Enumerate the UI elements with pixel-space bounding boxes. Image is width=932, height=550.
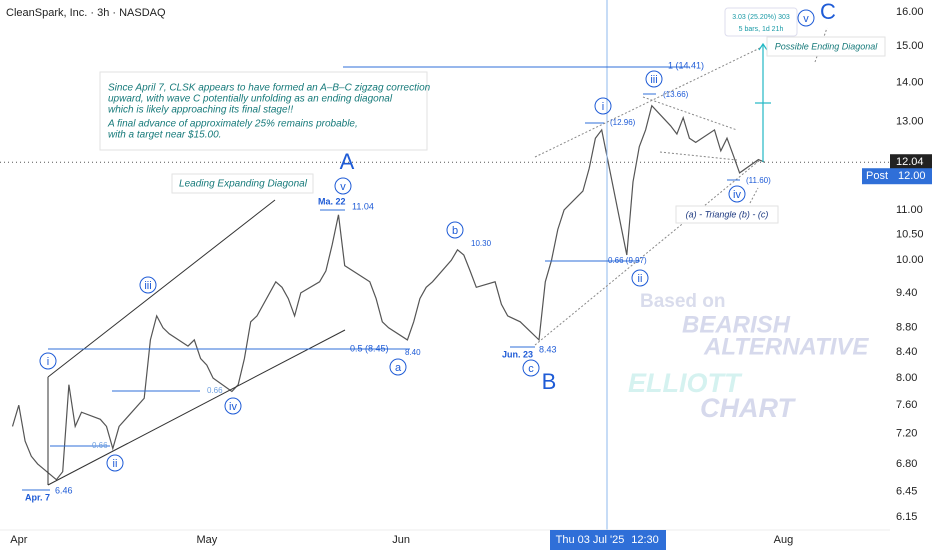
label: Leading Expanding Diagonal <box>179 179 308 190</box>
label-box <box>766 36 886 57</box>
y-tick-label: 7.20 <box>896 428 917 440</box>
y-tick-label: 8.40 <box>896 346 917 358</box>
y-tick-label: 15.00 <box>896 40 924 52</box>
wave-label: iv <box>733 189 741 201</box>
level-label: Jun. 23 <box>502 349 533 359</box>
watermark: CHART <box>700 393 797 423</box>
y-tick-label: 10.00 <box>896 254 924 266</box>
level-label: 0.66 <box>207 386 223 395</box>
post-price: 12.00 <box>898 170 926 182</box>
label: (a) - Triangle (b) - (c) <box>686 209 769 219</box>
crosshair-time: 12:30 <box>631 534 659 546</box>
note-line: upward, with wave C potentially unfoldin… <box>108 94 393 105</box>
y-tick-label: 6.80 <box>896 458 917 470</box>
watermark: Based on <box>640 291 726 312</box>
note-line: which is likely approaching its final st… <box>108 105 293 116</box>
note-box <box>99 71 428 151</box>
y-tick-label: 6.15 <box>896 511 917 523</box>
level-label: Ma. 22 <box>318 196 346 206</box>
x-tick-label: Apr <box>10 534 27 546</box>
crosshair-box <box>550 530 666 550</box>
wave-circles <box>39 9 815 472</box>
wave-label: iii <box>144 280 151 292</box>
channels <box>47 199 346 486</box>
wave-label: iv <box>229 401 237 413</box>
level-label: 0.66 (9.97) <box>608 256 647 265</box>
wave-label: b <box>452 225 458 237</box>
level-label: 8.40 <box>405 348 421 357</box>
y-tick-label: 11.00 <box>896 204 923 216</box>
watermark: ELLIOTT <box>628 368 743 398</box>
level-label: (12.96) <box>610 118 636 127</box>
watermark: BEARISH <box>682 311 791 338</box>
y-tick-label: 9.40 <box>896 287 917 299</box>
measure-label: 5 bars, 1d 21h <box>739 26 784 33</box>
major-wave: C <box>820 0 836 24</box>
wave-label: i <box>602 101 604 113</box>
watermark: ALTERNATIVE <box>703 333 869 360</box>
note-line: with a target near $15.00. <box>108 130 221 141</box>
x-tick-label: Aug <box>774 534 794 546</box>
ending-diagonal <box>534 27 828 346</box>
level-label: (11.60) <box>746 176 771 185</box>
level-label: (13.66) <box>663 90 689 99</box>
y-tick-label: 14.00 <box>896 76 924 88</box>
level-label: 0.5 (8.45) <box>350 343 389 353</box>
wave-label: c <box>528 363 534 375</box>
wave-label: a <box>395 362 402 374</box>
plot-area <box>0 104 890 481</box>
y-tick-label: 10.50 <box>896 228 924 240</box>
level-label: 11.04 <box>352 201 374 211</box>
level-label: 1 (14.41) <box>668 60 704 70</box>
major-wave: B <box>542 369 557 394</box>
measure-label: 3.03 (25.20%) 303 <box>732 14 790 21</box>
price-axis <box>890 0 932 550</box>
post-tag <box>862 168 932 185</box>
level-label: Apr. 7 <box>25 492 50 502</box>
note-line: Since April 7, CLSK appears to have form… <box>108 83 431 94</box>
level-label: 0.66 <box>92 441 108 450</box>
measure-box <box>724 7 798 37</box>
wave-label: v <box>340 181 346 193</box>
x-tick-label: Jun <box>392 534 410 546</box>
x-tick-label: May <box>196 534 217 546</box>
title: CleanSpark, Inc. · 3h · NASDAQ <box>6 7 166 19</box>
measure <box>755 42 771 162</box>
last-price: 12.04 <box>896 156 924 168</box>
y-tick-label: 8.80 <box>896 322 917 334</box>
label-box <box>675 205 779 224</box>
wave-label: ii <box>113 458 118 470</box>
wave-label: v <box>803 13 809 25</box>
note-line: A final advance of approximately 25% rem… <box>107 119 358 130</box>
y-tick-label: 6.45 <box>896 486 917 498</box>
price-line <box>11 104 765 481</box>
wave-label: iii <box>650 74 657 86</box>
level-label: 6.46 <box>55 485 73 495</box>
y-tick-label: 13.00 <box>896 116 924 128</box>
y-tick-label: 8.00 <box>896 372 917 384</box>
last-price-tag <box>890 154 932 171</box>
label: Possible Ending Diagonal <box>775 41 879 51</box>
crosshair-date: Thu 03 Jul '25 <box>556 534 625 546</box>
label-box <box>171 173 314 194</box>
y-tick-label: 7.60 <box>896 399 917 411</box>
level-label: 8.43 <box>539 344 557 354</box>
wave-label: ii <box>638 273 643 285</box>
post-label: Post <box>866 170 888 182</box>
major-wave: A <box>340 149 355 174</box>
level-label: 10.30 <box>471 239 492 248</box>
wave-label: i <box>47 356 49 368</box>
y-tick-label: 16.00 <box>896 6 924 18</box>
fib-levels <box>22 66 740 491</box>
